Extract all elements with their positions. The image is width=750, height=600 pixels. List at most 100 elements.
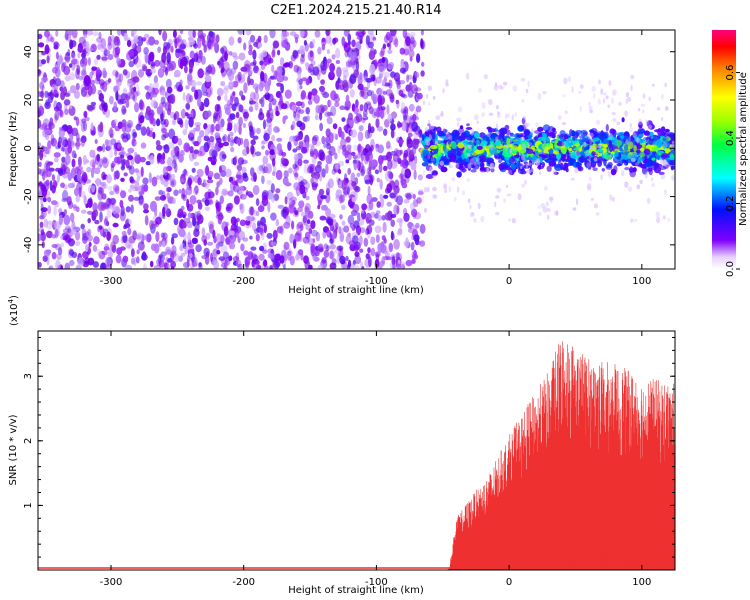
spectrogram-noise-cell	[220, 244, 228, 254]
spectrogram-noise-cell	[282, 177, 289, 186]
spectrogram-noise-cell	[177, 138, 183, 146]
spectrogram-noise-cell	[412, 113, 417, 122]
spectrogram-noise-cell	[131, 30, 137, 36]
spectrogram-noise-cell	[385, 89, 393, 96]
spectrogram-noise-cell	[326, 116, 333, 125]
spectrogram-signal-cell	[542, 124, 551, 132]
spectrogram-outlier-cell	[579, 106, 582, 112]
spectrogram-noise-cell	[381, 256, 386, 267]
spectrogram-outlier-cell	[646, 197, 651, 205]
spectrogram-outlier-cell	[572, 207, 577, 211]
spectrogram-noise-cell	[214, 132, 220, 139]
spectrogram-noise-cell	[231, 52, 238, 58]
spectrogram-noise-cell	[112, 222, 119, 228]
spectrogram-noise-cell	[315, 104, 322, 114]
spectrogram-noise-cell	[260, 71, 265, 82]
spectrogram-noise-cell	[377, 126, 384, 132]
spectrogram-noise-cell	[381, 155, 385, 162]
spectrogram-noise-cell	[92, 155, 97, 166]
spectrogram-noise-cell	[40, 184, 47, 192]
spectrogram-noise-cell	[240, 193, 247, 200]
spectrogram-noise-cell	[120, 205, 125, 217]
spectrogram-noise-cell	[347, 33, 352, 42]
spectrogram-outlier-cell	[544, 186, 548, 191]
spectrogram-noise-cell	[80, 53, 87, 58]
spectrogram-noise-cell	[136, 90, 141, 96]
spectrogram-noise-cell	[244, 256, 251, 267]
spectrogram-noise-cell	[390, 219, 396, 227]
spectrogram-noise-cell	[357, 83, 364, 91]
spectrogram-noise-cell	[144, 53, 149, 64]
colorbar-tick-label: 0.6	[725, 65, 736, 81]
spectrogram-noise-cell	[262, 94, 269, 99]
spectrogram-noise-cell	[197, 202, 203, 210]
spectrogram-signal-cell	[425, 174, 434, 179]
spectrogram-noise-cell	[92, 104, 96, 110]
spectrogram-noise-cell	[38, 52, 42, 59]
spectrogram-noise-cell	[371, 197, 378, 202]
spectrogram-signal-cell	[465, 127, 473, 130]
spectrogram-outlier-cell	[578, 90, 582, 94]
spectrogram-noise-cell	[127, 155, 134, 161]
spectrogram-noise-cell	[40, 212, 44, 218]
spectrogram-noise-cell	[162, 30, 168, 42]
spectrogram-noise-cell	[63, 214, 71, 226]
spectrogram-noise-cell	[113, 101, 117, 112]
spectrogram-noise-cell	[103, 228, 109, 234]
spectrogram-noise-cell	[348, 112, 353, 121]
spectrogram-outlier-cell	[584, 150, 590, 157]
spectrogram-noise-cell	[346, 144, 352, 150]
spectrogram-noise-cell	[84, 244, 89, 252]
spectrogram-noise-cell	[148, 172, 152, 184]
spectrogram-noise-cell	[283, 264, 286, 269]
spectrogram-noise-cell	[51, 251, 57, 260]
spectrogram-signal-cell	[427, 123, 431, 127]
spectrogram-noise-cell	[154, 196, 162, 201]
spectrogram-outlier-cell	[625, 138, 629, 145]
spectrogram-noise-cell	[220, 68, 227, 77]
spectrogram-noise-cell	[171, 233, 178, 239]
spectrogram-noise-cell	[184, 112, 189, 117]
spectrogram-noise-cell	[297, 221, 304, 229]
spectrogram-noise-cell	[215, 186, 219, 196]
spectrogram-noise-cell	[120, 236, 125, 244]
spectrogram-signal-cell	[560, 154, 566, 161]
spectrogram-signal-cell	[597, 153, 603, 157]
spectrogram-outlier-cell	[469, 204, 472, 210]
spectrogram-noise-cell	[40, 198, 44, 206]
spectrogram-signal-cell	[442, 136, 450, 141]
spectrogram-noise-cell	[224, 168, 232, 178]
spectrogram-signal-cell	[658, 171, 665, 176]
spectrogram-noise-cell	[91, 185, 96, 193]
spectrogram-noise-cell	[145, 161, 151, 166]
spectrogram-noise-cell	[283, 170, 289, 179]
spectrogram-outlier-cell	[571, 86, 574, 94]
spectrogram-signal-cell	[537, 126, 544, 132]
spectrogram-noise-cell	[403, 160, 410, 166]
spectrogram-noise-cell	[185, 187, 193, 196]
spectrogram-noise-cell	[351, 196, 357, 203]
spectrogram-outlier-cell	[526, 169, 532, 174]
spectrogram-signal-cell	[465, 148, 474, 155]
spectrogram-signal-cell	[601, 168, 605, 172]
spectrogram-noise-cell	[291, 105, 297, 113]
spectrogram-noise-cell	[53, 89, 58, 95]
spectrogram-noise-cell	[293, 64, 300, 73]
spectrogram-noise-cell	[166, 86, 173, 94]
spectrogram-noise-cell	[261, 195, 269, 207]
spectrogram-noise-cell	[262, 249, 268, 254]
spectrogram-noise-cell	[194, 211, 199, 223]
spectrogram-signal-cell	[505, 153, 513, 158]
spectrogram-outlier-cell	[587, 101, 592, 106]
spectrogram-outlier-cell	[664, 106, 669, 111]
spectrogram-noise-cell	[64, 92, 70, 98]
spectrogram-outlier-cell	[650, 177, 654, 182]
spectrogram-outlier-cell	[503, 198, 506, 203]
spectrogram-outlier-cell	[495, 195, 500, 199]
spectrogram-signal-cell	[605, 140, 611, 145]
spectrogram-noise-cell	[160, 194, 167, 201]
spectrogram-noise-cell	[152, 87, 159, 95]
spectrogram-noise-cell	[404, 168, 412, 179]
spectrogram-signal-cell	[475, 139, 480, 146]
spectrogram-outlier-cell	[467, 144, 472, 148]
